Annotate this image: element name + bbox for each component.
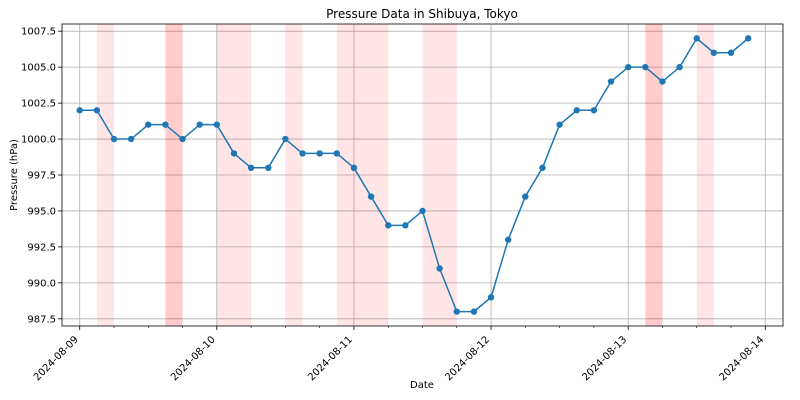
shaded-region [336, 24, 389, 326]
data-point [642, 63, 649, 71]
shaded-region [696, 24, 714, 326]
shaded-region [645, 24, 663, 326]
shaded-region [96, 24, 114, 326]
data-point [607, 78, 615, 85]
y-tick-label: 995.0 [27, 206, 56, 217]
chart-title: Pressure Data in Shibuya, Tokyo [326, 7, 518, 21]
y-tick-label: 1007.5 [21, 27, 56, 38]
y-tick-label: 997.5 [27, 171, 56, 182]
shaded-region [216, 24, 252, 326]
shaded-region [285, 24, 303, 326]
x-axis-title: Date [410, 380, 434, 391]
series-line [79, 37, 749, 313]
data-point [110, 135, 118, 143]
y-tick-label: 1002.5 [21, 99, 56, 110]
data-point [556, 121, 563, 128]
data-point [436, 265, 443, 272]
data-point [744, 35, 752, 42]
data-point [196, 121, 203, 128]
data-point [539, 164, 546, 172]
y-axis-title: Pressure (hPa) [9, 139, 20, 211]
shaded-region [165, 24, 183, 326]
data-point [504, 236, 512, 243]
data-point [624, 63, 632, 71]
shaded-region [422, 24, 457, 326]
data-point [676, 63, 683, 71]
data-point [333, 150, 341, 157]
data-point [487, 294, 495, 301]
data-point [710, 49, 718, 56]
data-point [230, 150, 238, 157]
data-point [127, 135, 135, 143]
data-point [76, 107, 83, 114]
data-point [402, 222, 409, 229]
data-point [299, 150, 306, 157]
data-point [419, 207, 426, 215]
data-point [367, 193, 375, 200]
data-point [179, 135, 186, 143]
y-tick-label: 1000.0 [21, 135, 56, 146]
shaded-regions [96, 24, 714, 326]
data-point [282, 135, 289, 143]
data-point [453, 308, 460, 315]
data-point [316, 150, 323, 157]
data-point [522, 193, 529, 200]
marker-layer [76, 35, 752, 315]
data-point [145, 121, 152, 128]
y-tick-label: 992.5 [27, 242, 56, 253]
data-point [265, 164, 272, 172]
data-point [573, 107, 580, 114]
data-point [693, 35, 700, 42]
data-point [162, 121, 169, 128]
data-point [727, 49, 735, 56]
data-point [247, 164, 255, 172]
y-tick-label: 987.5 [27, 314, 56, 325]
data-point [659, 78, 666, 85]
data-point [213, 121, 221, 128]
y-tick-label: 1005.0 [21, 63, 56, 74]
y-tick-label: 990.0 [27, 278, 56, 289]
data-point [350, 164, 358, 172]
data-point [470, 308, 478, 315]
data-point [385, 222, 392, 229]
data-point [93, 107, 101, 114]
series-layer [79, 37, 749, 313]
data-point [590, 107, 598, 114]
